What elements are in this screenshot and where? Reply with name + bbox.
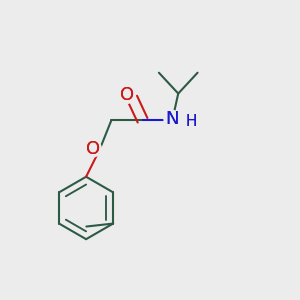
Text: O: O (120, 86, 134, 104)
Text: H: H (185, 114, 197, 129)
Text: O: O (120, 86, 134, 104)
Circle shape (85, 140, 101, 157)
Text: O: O (86, 140, 100, 158)
Text: O: O (86, 140, 100, 158)
Circle shape (118, 87, 135, 103)
Text: N: N (166, 110, 179, 128)
Text: N: N (166, 110, 179, 128)
Circle shape (164, 110, 181, 127)
Text: H: H (185, 114, 197, 129)
